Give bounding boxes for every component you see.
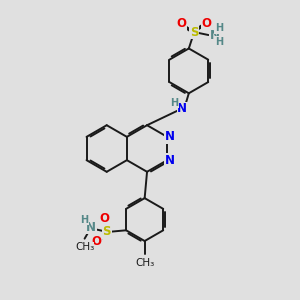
Text: N: N [177, 102, 187, 115]
Text: S: S [190, 26, 198, 38]
Text: O: O [91, 235, 101, 248]
Text: N: N [165, 154, 175, 167]
Text: O: O [99, 212, 109, 225]
Text: CH₃: CH₃ [75, 242, 94, 252]
Text: O: O [177, 17, 187, 30]
Text: H: H [215, 23, 223, 34]
Text: H: H [80, 215, 89, 225]
Text: N: N [210, 28, 220, 41]
Text: S: S [102, 225, 111, 238]
Text: N: N [165, 130, 175, 143]
Text: N: N [86, 221, 96, 234]
Text: CH₃: CH₃ [135, 258, 154, 268]
Text: O: O [202, 17, 212, 30]
Text: H: H [170, 98, 178, 108]
Text: H: H [215, 37, 223, 46]
